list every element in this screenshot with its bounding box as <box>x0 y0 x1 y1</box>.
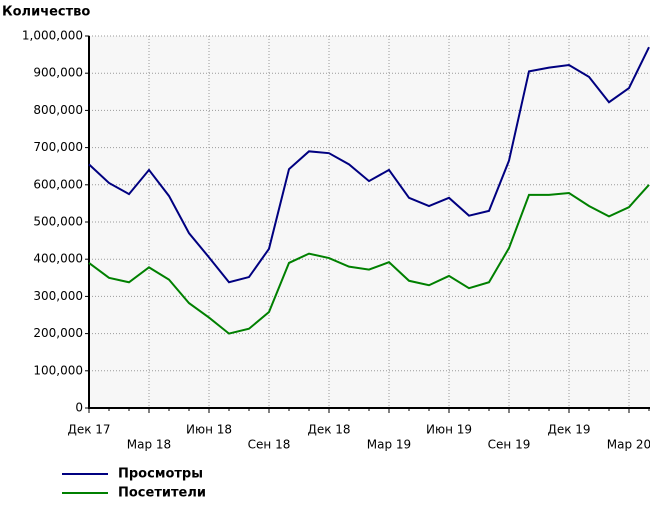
legend-label: Посетители <box>118 486 206 501</box>
series-line <box>88 46 650 284</box>
y-tick-label: 900,000 <box>33 66 83 80</box>
y-tick-label: 300,000 <box>33 289 83 303</box>
x-tick-label: Дек 17 <box>67 423 110 437</box>
y-tick-label: 100,000 <box>33 363 83 377</box>
x-tick-label: Мар 19 <box>367 438 411 452</box>
x-tick-label: Сен 19 <box>488 438 531 452</box>
y-tick-label: 0 <box>75 401 83 415</box>
x-tick-label: Сен 18 <box>248 438 291 452</box>
x-tick-label: Дек 19 <box>547 423 590 437</box>
y-axis-title: Количество <box>2 5 90 20</box>
y-tick-label: 600,000 <box>33 177 83 191</box>
y-tick-label: 500,000 <box>33 215 83 229</box>
series-line <box>88 184 650 335</box>
legend-label: Просмотры <box>118 467 203 482</box>
x-tick-label: Июн 18 <box>186 423 232 437</box>
y-tick-label: 1,000,000 <box>22 29 83 43</box>
x-tick-label: Мар 20 <box>607 438 650 452</box>
y-tick-label: 800,000 <box>33 103 83 117</box>
y-tick-label: 400,000 <box>33 252 83 266</box>
x-tick-label: Июн 19 <box>426 423 472 437</box>
y-tick-label: 700,000 <box>33 140 83 154</box>
y-tick-label: 200,000 <box>33 326 83 340</box>
x-tick-label: Мар 18 <box>127 438 171 452</box>
x-tick-label: Дек 18 <box>307 423 350 437</box>
